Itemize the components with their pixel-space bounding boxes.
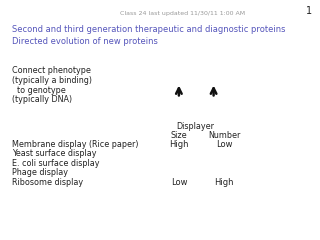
Text: (typically a binding): (typically a binding) — [12, 76, 92, 85]
Text: Displayer: Displayer — [176, 122, 214, 132]
Text: Directed evolution of new proteins: Directed evolution of new proteins — [12, 37, 158, 46]
Text: Class 24 last updated 11/30/11 1:00 AM: Class 24 last updated 11/30/11 1:00 AM — [120, 11, 245, 16]
Text: 1: 1 — [306, 6, 312, 16]
Text: E. coli surface display: E. coli surface display — [12, 159, 100, 168]
Text: Yeast surface display: Yeast surface display — [12, 149, 97, 158]
Text: High: High — [170, 140, 189, 149]
Text: Membrane display (Rice paper): Membrane display (Rice paper) — [12, 140, 139, 149]
Text: Number: Number — [208, 131, 240, 140]
Text: Phage display: Phage display — [12, 168, 68, 178]
Text: Connect phenotype: Connect phenotype — [12, 66, 91, 75]
Text: Low: Low — [171, 178, 188, 187]
Text: to genotype: to genotype — [12, 86, 66, 95]
Text: Ribosome display: Ribosome display — [12, 178, 83, 187]
Text: Size: Size — [171, 131, 188, 140]
Text: (typically DNA): (typically DNA) — [12, 95, 72, 104]
Text: High: High — [214, 178, 234, 187]
Text: Low: Low — [216, 140, 232, 149]
Text: Second and third generation therapeutic and diagnostic proteins: Second and third generation therapeutic … — [12, 25, 286, 34]
